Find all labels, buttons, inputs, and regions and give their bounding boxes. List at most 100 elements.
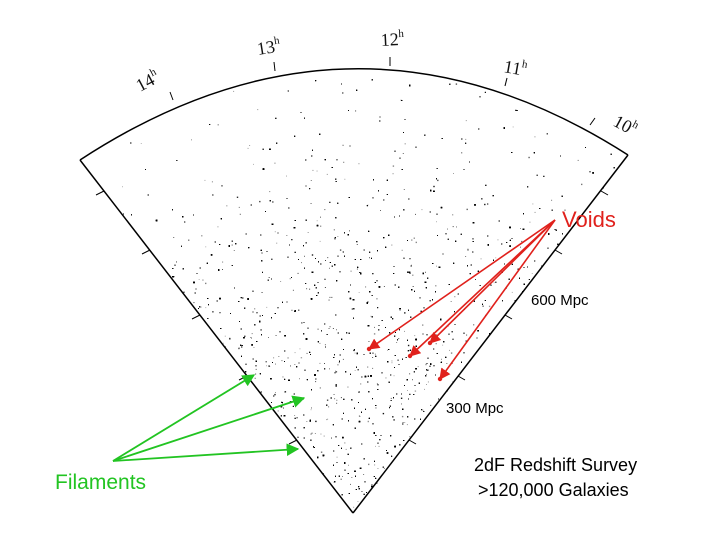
galaxy-point <box>343 412 344 414</box>
galaxy-point <box>502 300 503 302</box>
galaxy-point <box>299 348 301 350</box>
galaxy-point <box>408 271 411 273</box>
galaxy-point <box>172 209 173 211</box>
galaxy-point <box>354 470 356 472</box>
galaxy-point <box>386 452 389 454</box>
galaxy-point <box>539 208 541 209</box>
galaxy-point <box>408 309 409 311</box>
galaxy-point <box>304 117 305 119</box>
galaxy-point <box>367 301 369 303</box>
galaxy-point <box>421 409 423 411</box>
galaxy-point <box>389 407 390 409</box>
galaxy-point <box>413 394 415 395</box>
galaxy-point <box>345 448 347 450</box>
galaxy-point <box>484 91 486 93</box>
galaxy-point <box>404 143 406 145</box>
galaxy-point <box>310 433 312 435</box>
galaxy-point <box>409 258 411 260</box>
galaxy-point <box>332 328 334 329</box>
galaxy-point <box>484 300 486 301</box>
galaxy-point <box>333 357 335 358</box>
galaxy-point <box>281 401 283 403</box>
galaxy-point <box>440 206 443 209</box>
galaxy-point <box>291 309 293 311</box>
galaxy-point <box>342 436 344 439</box>
galaxy-point <box>336 402 338 404</box>
galaxy-point <box>433 185 435 188</box>
galaxy-point <box>422 272 424 275</box>
galaxy-point <box>315 378 317 380</box>
galaxy-point <box>342 436 344 439</box>
galaxy-point <box>176 160 178 161</box>
galaxy-point <box>447 238 449 240</box>
galaxy-point <box>429 211 431 213</box>
galaxy-point <box>474 204 476 206</box>
galaxy-point <box>367 204 369 206</box>
galaxy-point <box>358 420 361 423</box>
galaxy-point <box>408 271 411 273</box>
galaxy-point <box>389 407 390 409</box>
galaxy-point <box>280 406 283 408</box>
galaxy-point <box>331 265 333 267</box>
galaxy-point <box>300 112 302 113</box>
galaxy-point <box>390 397 392 399</box>
galaxy-point <box>534 260 536 262</box>
galaxy-point <box>342 92 344 94</box>
galaxy-point <box>271 223 274 225</box>
galaxy-point <box>480 258 482 260</box>
galaxy-point <box>527 266 528 268</box>
galaxy-point <box>298 362 300 364</box>
galaxy-point <box>236 196 239 198</box>
galaxy-point <box>261 334 262 336</box>
galaxy-point <box>294 310 296 312</box>
galaxy-point <box>260 234 262 236</box>
galaxy-point <box>219 312 221 314</box>
galaxy-point <box>411 289 413 291</box>
galaxy-point <box>399 329 400 331</box>
galaxy-point <box>337 255 339 257</box>
galaxy-point <box>433 348 435 350</box>
galaxy-point <box>262 148 264 150</box>
galaxy-point <box>251 344 253 346</box>
galaxy-point <box>358 420 361 423</box>
galaxy-point <box>309 188 311 190</box>
galaxy-point <box>329 262 331 263</box>
galaxy-point <box>271 258 273 260</box>
galaxy-point <box>172 209 173 211</box>
galaxy-point <box>300 112 302 113</box>
galaxy-point <box>435 374 436 376</box>
galaxy-point <box>305 283 307 284</box>
galaxy-point <box>336 159 338 161</box>
galaxy-point <box>271 223 274 225</box>
galaxy-point <box>334 354 335 356</box>
galaxy-point <box>461 152 463 154</box>
galaxy-point <box>460 233 462 235</box>
galaxy-point <box>314 433 316 434</box>
galaxy-point <box>298 362 300 364</box>
galaxy-point <box>324 344 326 346</box>
galaxy-point <box>306 352 308 354</box>
galaxy-point <box>325 260 326 261</box>
galaxy-point <box>329 262 331 263</box>
galaxy-point <box>436 168 438 169</box>
galaxy-point <box>211 181 213 183</box>
galaxy-point <box>543 175 545 177</box>
galaxy-point <box>284 378 286 380</box>
galaxy-point <box>276 242 278 244</box>
galaxy-point <box>408 271 411 273</box>
galaxy-point <box>210 254 213 256</box>
galaxy-point <box>474 204 476 206</box>
galaxy-point <box>592 172 594 174</box>
galaxy-point <box>465 142 467 144</box>
galaxy-point <box>393 266 395 267</box>
galaxy-point <box>338 445 340 446</box>
galaxy-point <box>259 200 261 203</box>
galaxy-point <box>371 295 373 296</box>
galaxy-point <box>390 400 392 401</box>
galaxy-point <box>343 412 344 414</box>
galaxy-point <box>251 344 253 346</box>
galaxy-point <box>472 251 474 253</box>
galaxy-point <box>312 149 313 151</box>
galaxy-point <box>429 211 431 213</box>
galaxy-point <box>534 260 536 262</box>
